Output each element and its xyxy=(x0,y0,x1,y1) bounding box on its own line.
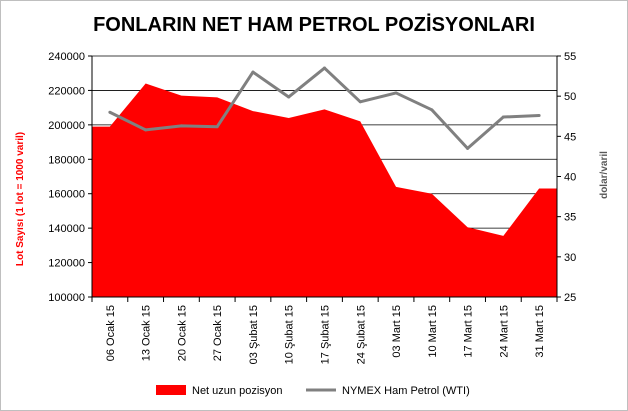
area-series xyxy=(92,83,557,298)
line-point-7 xyxy=(358,100,362,104)
x-axis-ticks: 06 Ocak 15 13 Ocak 15 20 Ocak 15 27 Ocak 15… xyxy=(105,305,546,364)
line-point-1 xyxy=(144,128,148,132)
legend-swatch-area xyxy=(156,385,186,395)
legend: Net uzun pozisyon NYMEX Ham Petrol (WTI) xyxy=(156,385,470,397)
right-tick-label-0: 25 xyxy=(564,292,576,304)
line-point-2 xyxy=(179,124,183,128)
x-tick-label-10: 17 Mart 15 xyxy=(463,305,475,358)
x-tick-label-11: 24 Mart 15 xyxy=(498,305,510,358)
line-point-9 xyxy=(430,108,434,112)
right-tick-label-6: 55 xyxy=(564,51,576,63)
legend-label-area: Net uzun pozisyon xyxy=(192,385,283,397)
x-tick-label-6: 17 Şubat 15 xyxy=(320,305,332,364)
right-tick-label-1: 30 xyxy=(564,252,576,264)
line-point-11 xyxy=(501,115,505,119)
x-tick-label-4: 03 Şubat 15 xyxy=(248,305,260,364)
left-tick-label-5: 200000 xyxy=(48,120,85,132)
line-point-10 xyxy=(466,146,470,150)
line-point-5 xyxy=(287,95,291,99)
line-point-0 xyxy=(108,110,112,114)
right-axis-ticks: 25 30 35 40 45 50 55 xyxy=(557,51,576,304)
left-tick-label-6: 220000 xyxy=(48,85,85,97)
line-point-4 xyxy=(251,70,255,74)
x-tick-label-7: 24 Şubat 15 xyxy=(355,305,367,364)
left-axis-ticks: 100000 120000 140000 160000 180000 200000 2200… xyxy=(48,51,92,304)
x-tick-label-8: 03 Mart 15 xyxy=(391,305,403,358)
right-tick-label-4: 45 xyxy=(564,131,576,143)
right-axis-label: dolar/varil xyxy=(599,151,610,199)
left-tick-label-1: 120000 xyxy=(48,258,85,270)
x-tick-label-12: 31 Mart 15 xyxy=(534,305,546,358)
right-tick-label-5: 50 xyxy=(564,91,576,103)
left-tick-label-3: 160000 xyxy=(48,189,85,201)
left-tick-label-4: 180000 xyxy=(48,154,85,166)
left-tick-label-0: 100000 xyxy=(48,292,85,304)
x-tick-label-1: 13 Ocak 15 xyxy=(141,305,153,361)
x-tick-label-9: 10 Mart 15 xyxy=(427,305,439,358)
line-point-6 xyxy=(323,66,326,70)
line-series xyxy=(108,66,541,150)
legend-label-line: NYMEX Ham Petrol (WTI) xyxy=(342,385,470,397)
left-tick-label-7: 240000 xyxy=(48,51,85,63)
x-tick-label-3: 27 Ocak 15 xyxy=(212,305,224,361)
x-tick-label-5: 10 Şubat 15 xyxy=(284,305,296,364)
right-tick-label-2: 35 xyxy=(564,212,576,224)
left-axis-label: Lot Sayısı (1 lot = 1000 varil) xyxy=(15,132,26,266)
area-net-uzun-pozisyon xyxy=(92,83,557,298)
line-point-8 xyxy=(394,91,398,95)
x-tick-label-2: 20 Ocak 15 xyxy=(176,305,188,361)
left-tick-label-2: 140000 xyxy=(48,223,85,235)
line-point-12 xyxy=(537,113,541,117)
x-tick-label-0: 06 Ocak 15 xyxy=(105,305,117,361)
line-point-3 xyxy=(215,125,219,129)
right-tick-label-3: 40 xyxy=(564,172,576,184)
chart-title: FONLARIN NET HAM PETROL POZİSYONLARI xyxy=(93,13,535,36)
